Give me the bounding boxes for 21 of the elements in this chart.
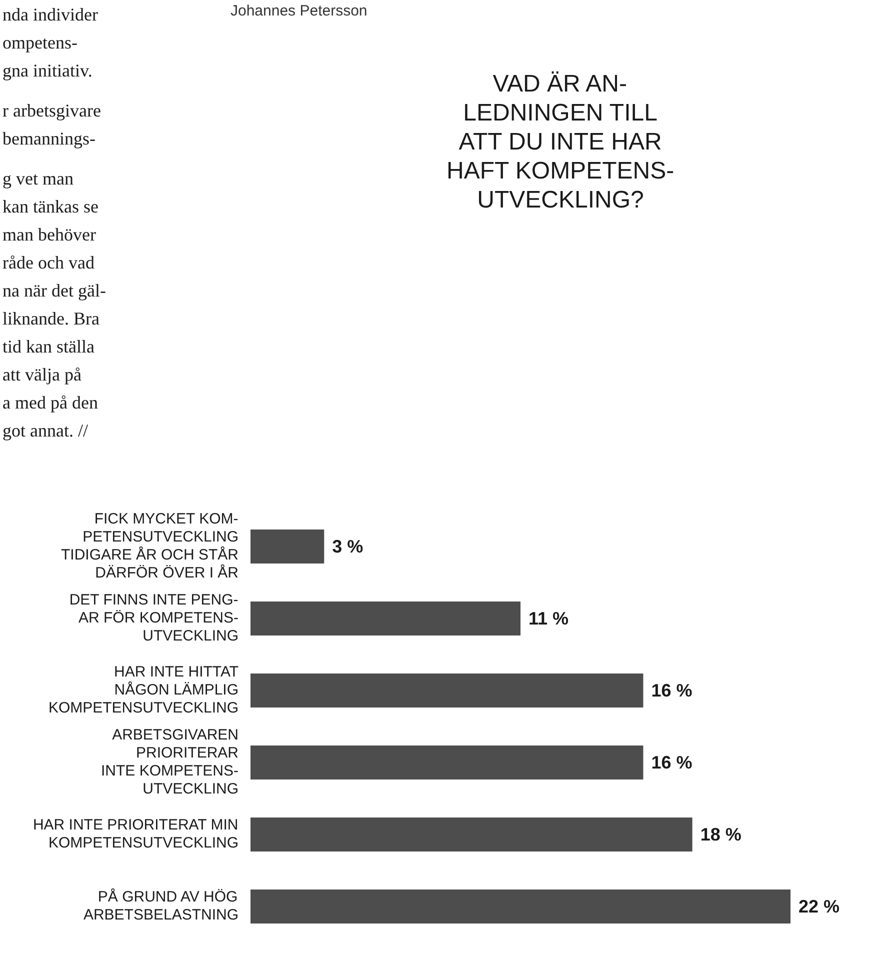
- chart-title: VAD ÄR AN- LEDNINGEN TILL ATT DU INTE HAR HAFT KOMPETENS- UTVECKLING?: [446, 70, 674, 214]
- data-label: 22 %: [798, 896, 840, 916]
- bar: [250, 890, 790, 924]
- bar: [250, 602, 520, 636]
- bar: [250, 530, 324, 564]
- data-label: 16 %: [651, 680, 692, 700]
- data-label: 18 %: [700, 824, 742, 844]
- y-tick-label: HAR INTE HITTAT NÅGON LÄMPLIG KOMPETENSUTVECKLING: [48, 664, 239, 716]
- y-tick-label: FICK MYCKET KOM- PETENSUTVECKLING TIDIGARE ÅR OCH STÅR DÄRFÖR ÖVER I ÅR: [60, 510, 239, 582]
- bar: [250, 818, 692, 852]
- data-label: 16 %: [651, 752, 692, 772]
- bar: [250, 674, 644, 708]
- text: nda individer ompetens- gna initiativ. r arbetsgivare bemannings- g vet man kan tänkas se man behöver råde och vad na när det gäl- liknande. Bra tid kan ställa att välja på a med på den got annat. //: [2, 4, 106, 440]
- text: Johannes Petersson: [230, 2, 368, 20]
- data-label: 3 %: [332, 536, 364, 556]
- y-tick-label: HAR INTE PRIORITERAT MIN KOMPETENSUTVECKLING: [32, 816, 239, 852]
- y-tick-label: PÅ GRUND AV HÖG ARBETSBELASTNING: [83, 888, 239, 924]
- y-tick-label: DET FINNS INTE PENG- AR FÖR KOMPETENS- UTVECKLING: [69, 592, 239, 644]
- y-tick-label: ARBETSGIVAREN PRIORITERAR INTE KOMPETENS- UTVECKLING: [100, 726, 239, 798]
- bar: [250, 746, 644, 780]
- data-label: 11 %: [528, 608, 569, 628]
